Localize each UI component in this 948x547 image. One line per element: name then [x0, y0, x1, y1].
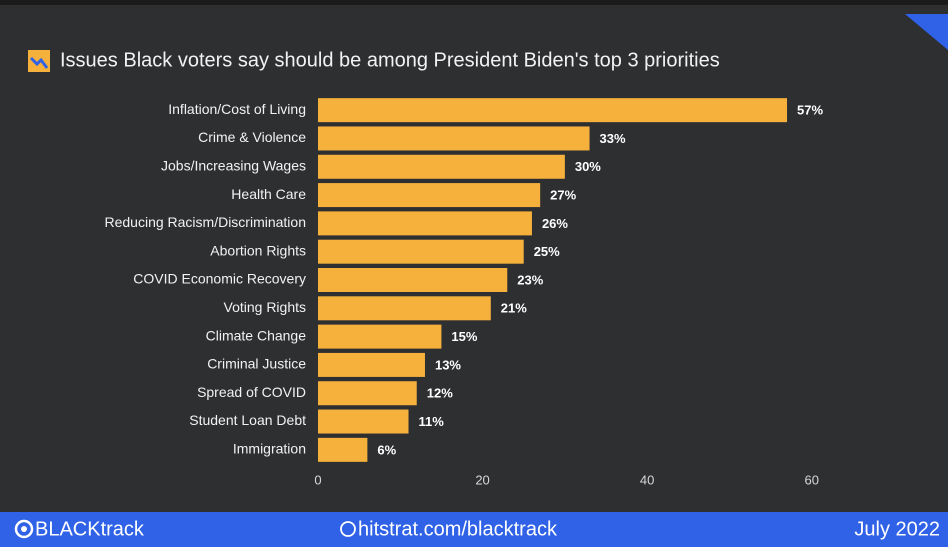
- bar: [318, 296, 491, 321]
- y-tick-label: Criminal Justice: [207, 356, 306, 372]
- bar: [318, 183, 541, 208]
- footer-website: hitstrat.com/blacktrack: [358, 518, 558, 540]
- bar: [318, 352, 425, 377]
- bar: [318, 211, 532, 236]
- footer-brand: BLACKtrack: [35, 518, 145, 540]
- value-label: 26%: [542, 216, 568, 231]
- bar: [318, 437, 368, 462]
- website-icon: [340, 521, 356, 537]
- bar: [318, 126, 590, 151]
- x-tick-label: 0: [314, 472, 321, 487]
- y-tick-label: Inflation/Cost of Living: [168, 101, 306, 117]
- y-tick-label: COVID Economic Recovery: [133, 271, 306, 287]
- footer-band: [0, 512, 948, 547]
- value-label: 21%: [501, 301, 527, 316]
- footer-date: July 2022: [854, 518, 940, 540]
- brand-icon-dot: [21, 526, 27, 532]
- y-tick-label: Voting Rights: [224, 299, 307, 315]
- value-label: 27%: [550, 188, 576, 203]
- x-tick-label: 40: [640, 472, 654, 487]
- value-label: 12%: [427, 386, 453, 401]
- value-label: 25%: [534, 244, 560, 259]
- chart-title: Issues Black voters say should be among …: [60, 49, 720, 71]
- y-tick-label: Jobs/Increasing Wages: [161, 157, 306, 173]
- y-tick-label: Health Care: [231, 186, 306, 202]
- y-tick-label: Climate Change: [206, 327, 307, 343]
- y-tick-label: Spread of COVID: [197, 384, 306, 400]
- value-label: 13%: [435, 357, 461, 372]
- x-tick-label: 20: [475, 472, 489, 487]
- y-tick-label: Abortion Rights: [210, 242, 306, 258]
- bar: [318, 324, 442, 349]
- bar: [318, 268, 508, 292]
- y-tick-label: Reducing Racism/Discrimination: [104, 214, 306, 230]
- bar: [318, 409, 409, 434]
- value-label: 23%: [517, 272, 543, 287]
- bar: [318, 381, 417, 406]
- y-tick-label: Immigration: [233, 441, 306, 457]
- value-label: 15%: [451, 329, 477, 344]
- value-label: 57%: [797, 103, 823, 118]
- bar: [318, 239, 524, 264]
- bar: [318, 154, 565, 179]
- title-icon-arrow: [29, 56, 49, 69]
- y-tick-label: Student Loan Debt: [189, 412, 306, 428]
- y-tick-label: Crime & Violence: [198, 129, 306, 145]
- value-label: 33%: [600, 131, 626, 146]
- bar: [318, 98, 788, 123]
- brand-icon: [14, 519, 34, 539]
- top-border: [0, 0, 948, 5]
- value-label: 6%: [377, 442, 396, 457]
- value-label: 30%: [575, 159, 601, 174]
- value-label: 11%: [419, 414, 445, 429]
- corner-accent: [905, 14, 948, 50]
- x-tick-label: 60: [804, 472, 818, 487]
